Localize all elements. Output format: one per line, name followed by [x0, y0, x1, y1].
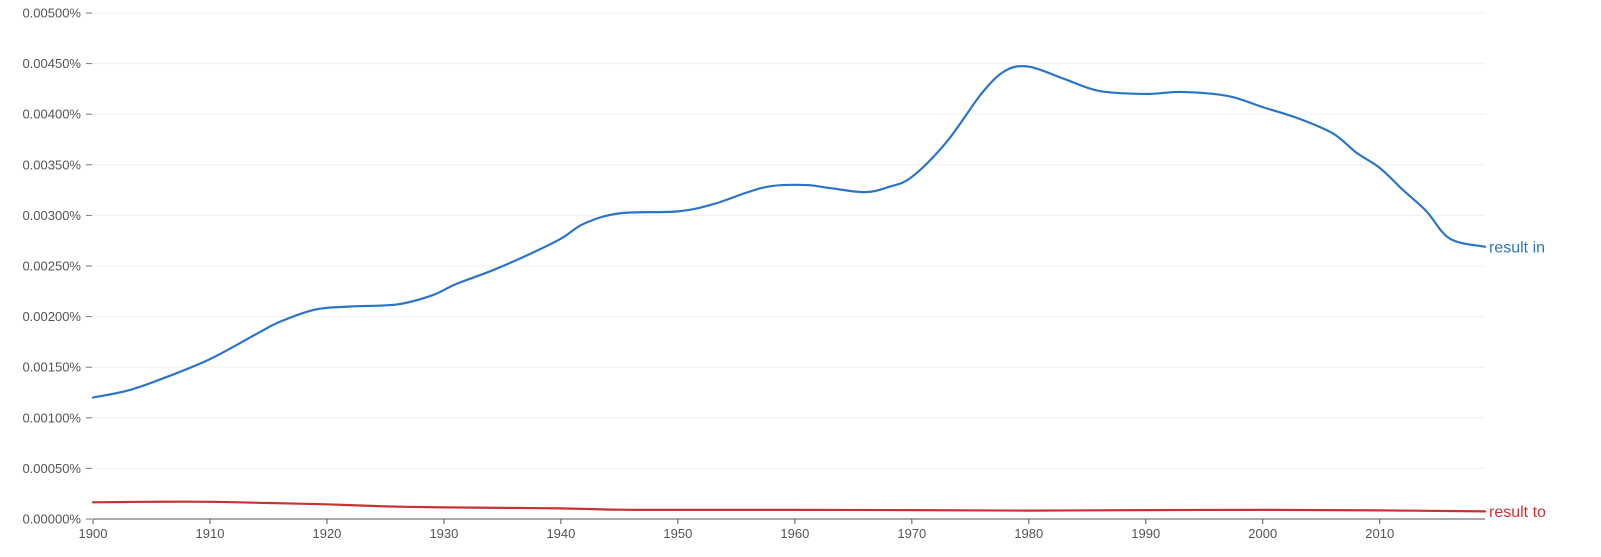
- x-tick-label: 1960: [780, 526, 809, 541]
- x-tick-label: 1990: [1131, 526, 1160, 541]
- x-tick-label: 2010: [1365, 526, 1394, 541]
- grid-lines: [93, 12, 1485, 469]
- axes: 0.00000% 0.00050% 0.00100% 0.00150% 0.00200%…: [22, 6, 1485, 541]
- x-tick-label: 1980: [1014, 526, 1043, 541]
- x-tick-label: 2000: [1248, 526, 1277, 541]
- x-tick-label: 1920: [312, 526, 341, 541]
- y-tick-label: 0.00350%: [22, 157, 81, 172]
- y-tick-label: 0.00100%: [22, 410, 81, 425]
- y-tick-label: 0.00400%: [22, 107, 81, 122]
- series-label-result-in[interactable]: result in: [1489, 239, 1545, 256]
- y-tick-label: 0.00250%: [22, 259, 81, 274]
- series-labels: result in result to: [1489, 239, 1546, 521]
- x-tick-label: 1930: [429, 526, 458, 541]
- y-tick-label: 0.00200%: [22, 309, 81, 324]
- series-line-result-to[interactable]: [91, 500, 1487, 513]
- x-tick-label: 1970: [897, 526, 926, 541]
- y-tick-label: 0.00500%: [22, 6, 81, 21]
- x-tick-label: 1910: [196, 526, 225, 541]
- y-tick-label: 0.00150%: [22, 360, 81, 375]
- x-tick-label: 1900: [79, 526, 108, 541]
- x-tick-label: 1950: [663, 526, 692, 541]
- y-tick-label: 0.00450%: [22, 56, 81, 71]
- series-lines: [91, 64, 1487, 513]
- x-tick-label: 1940: [546, 526, 575, 541]
- y-tick-label: 0.00050%: [22, 461, 81, 476]
- series-label-result-to[interactable]: result to: [1489, 504, 1546, 521]
- series-line-result-in[interactable]: [91, 64, 1487, 399]
- y-tick-label: 0.00000%: [22, 512, 81, 527]
- y-tick-label: 0.00300%: [22, 208, 81, 223]
